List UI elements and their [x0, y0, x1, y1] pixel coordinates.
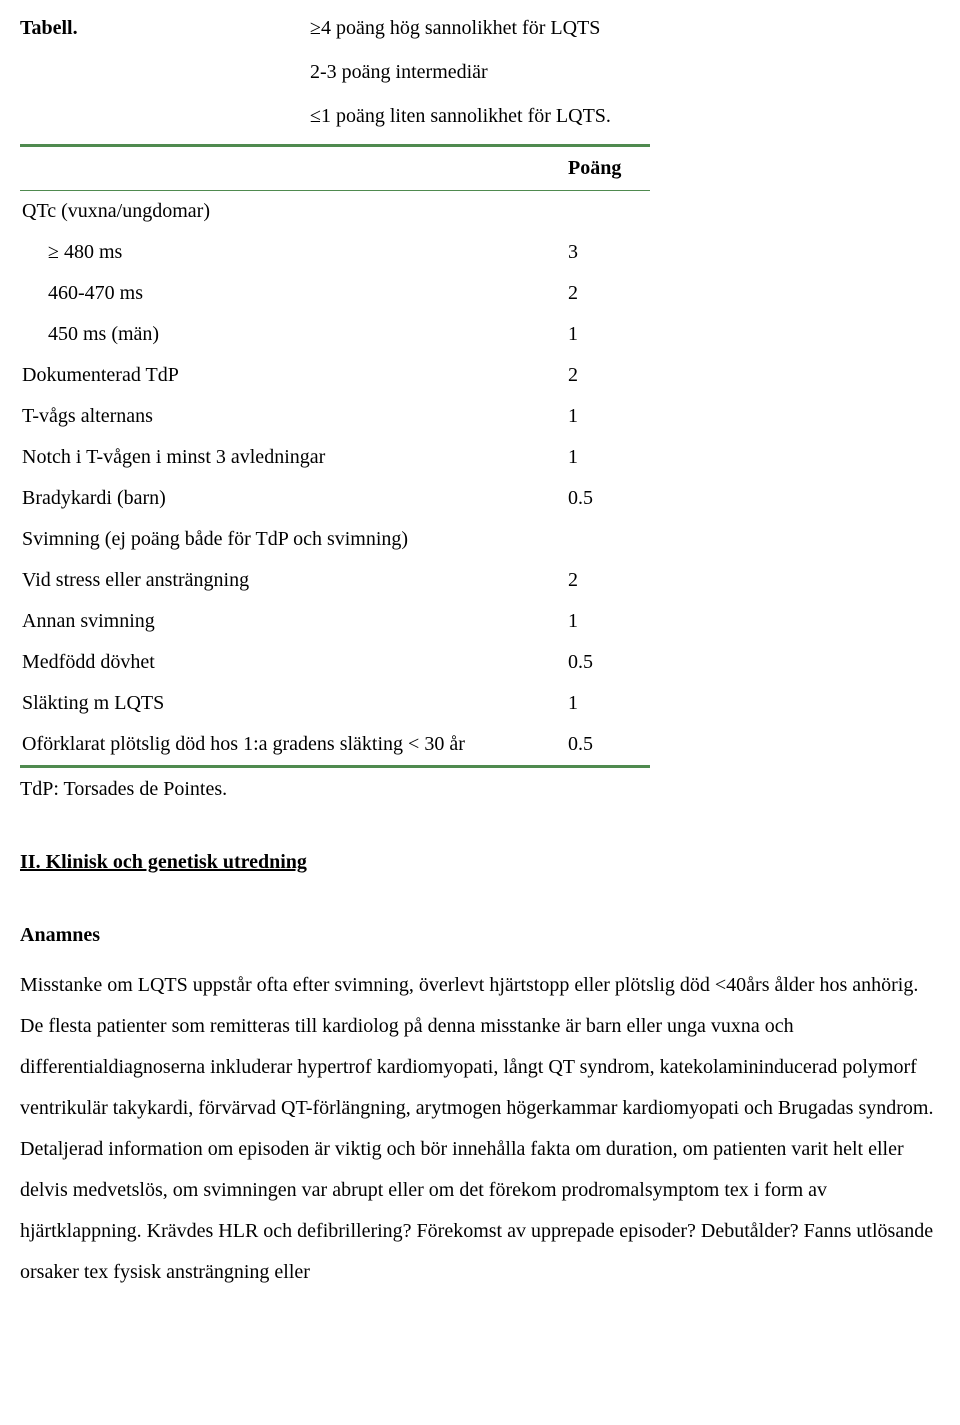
- table-header-row: Poäng: [20, 146, 650, 191]
- criterion-label: ≥ 480 ms: [20, 232, 566, 273]
- criterion-score: 0.5: [566, 478, 650, 519]
- section-heading: II. Klinisk och genetisk utredning: [20, 851, 940, 874]
- criterion-score: 0.5: [566, 724, 650, 767]
- sub-heading: Anamnes: [20, 924, 940, 947]
- criterion-label: Svimning (ej poäng både för TdP och svim…: [20, 519, 566, 560]
- criterion-score: [566, 191, 650, 233]
- table-header-block: Tabell. ≥4 poäng hög sannolikhet för LQT…: [20, 6, 940, 138]
- table-footnote: TdP: Torsades de Pointes.: [20, 778, 940, 801]
- table-row: Vid stress eller ansträngning2: [20, 560, 650, 601]
- criterion-label: Annan svimning: [20, 601, 566, 642]
- table-header-score: Poäng: [566, 146, 650, 191]
- criterion-label: Vid stress eller ansträngning: [20, 560, 566, 601]
- table-row: QTc (vuxna/ungdomar): [20, 191, 650, 233]
- criterion-label: Släkting m LQTS: [20, 683, 566, 724]
- criterion-score: [566, 519, 650, 560]
- criterion-score: 2: [566, 560, 650, 601]
- table-row: Oförklarat plötslig död hos 1:a gradens …: [20, 724, 650, 767]
- criterion-score: 1: [566, 396, 650, 437]
- table-row: Notch i T-vågen i minst 3 avledningar1: [20, 437, 650, 478]
- criterion-score: 2: [566, 273, 650, 314]
- interpretation-block: ≥4 poäng hög sannolikhet för LQTS 2-3 po…: [310, 6, 940, 138]
- criterion-label: 460-470 ms: [20, 273, 566, 314]
- criterion-score: 1: [566, 314, 650, 355]
- table-label-cell: Tabell.: [20, 6, 310, 138]
- document-page: Tabell. ≥4 poäng hög sannolikhet för LQT…: [0, 0, 960, 1313]
- interpretation-line-2: 2-3 poäng intermediär: [310, 50, 940, 94]
- table-row: Annan svimning1: [20, 601, 650, 642]
- table-row: Släkting m LQTS1: [20, 683, 650, 724]
- criterion-label: Dokumenterad TdP: [20, 355, 566, 396]
- table-label: Tabell.: [20, 17, 78, 39]
- table-row: Dokumenterad TdP2: [20, 355, 650, 396]
- table-row: ≥ 480 ms3: [20, 232, 650, 273]
- scoring-table: Poäng QTc (vuxna/ungdomar)≥ 480 ms3460-4…: [20, 144, 650, 768]
- criterion-score: 0.5: [566, 642, 650, 683]
- criterion-score: 2: [566, 355, 650, 396]
- body-paragraph: Misstanke om LQTS uppstår ofta efter svi…: [20, 965, 940, 1293]
- criterion-score: 3: [566, 232, 650, 273]
- table-row: Svimning (ej poäng både för TdP och svim…: [20, 519, 650, 560]
- table-row: T-vågs alternans1: [20, 396, 650, 437]
- table-header-empty: [20, 146, 566, 191]
- interpretation-line-1: ≥4 poäng hög sannolikhet för LQTS: [310, 6, 940, 50]
- table-row: 460-470 ms2: [20, 273, 650, 314]
- criterion-label: Oförklarat plötslig död hos 1:a gradens …: [20, 724, 566, 767]
- interpretation-line-3: ≤1 poäng liten sannolikhet för LQTS.: [310, 94, 940, 138]
- criterion-score: 1: [566, 683, 650, 724]
- criterion-score: 1: [566, 601, 650, 642]
- table-row: Bradykardi (barn)0.5: [20, 478, 650, 519]
- criterion-label: Bradykardi (barn): [20, 478, 566, 519]
- criterion-label: QTc (vuxna/ungdomar): [20, 191, 566, 233]
- criterion-label: T-vågs alternans: [20, 396, 566, 437]
- table-row: 450 ms (män)1: [20, 314, 650, 355]
- criterion-label: Notch i T-vågen i minst 3 avledningar: [20, 437, 566, 478]
- criterion-score: 1: [566, 437, 650, 478]
- table-row: Medfödd dövhet0.5: [20, 642, 650, 683]
- criterion-label: Medfödd dövhet: [20, 642, 566, 683]
- criterion-label: 450 ms (män): [20, 314, 566, 355]
